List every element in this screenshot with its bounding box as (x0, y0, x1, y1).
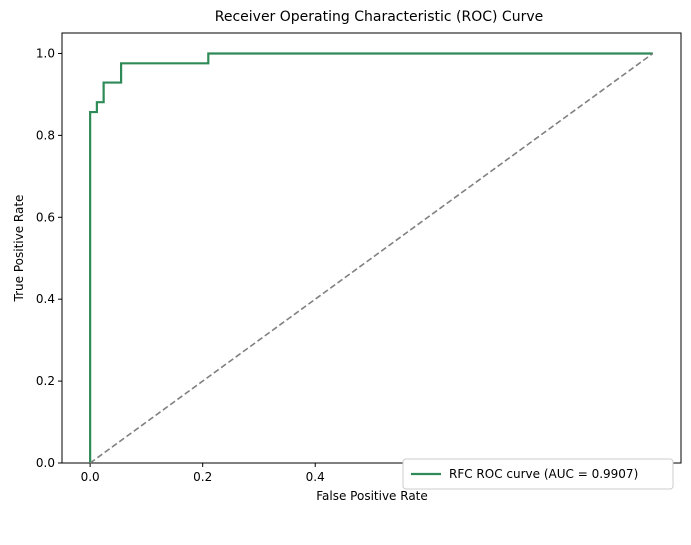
roc-curve-line (89, 52, 653, 463)
y-axis-label: True Positive Rate (12, 195, 26, 303)
x-tick-label: 0.4 (306, 470, 325, 484)
legend-box (402, 458, 674, 490)
chart-title: Receiver Operating Characteristic (ROC) … (215, 9, 544, 25)
x-axis-label: False Positive Rate (316, 489, 428, 503)
y-tick-label: 1.0 (36, 46, 55, 60)
x-tick-label: 0.0 (81, 470, 100, 484)
y-tick-label: 0.4 (36, 292, 55, 306)
legend-label-rfc: RFC ROC curve (AUC = 0.9907) (449, 467, 638, 481)
y-tick-label: 0.6 (36, 210, 55, 224)
legend: RFC ROC curve (AUC = 0.9907) (402, 458, 674, 490)
y-tick-label: 0.8 (36, 128, 55, 142)
plot-area-frame (61, 32, 682, 464)
y-tick-label: 0.2 (36, 374, 55, 388)
y-axis-ticks: 0.0 0.2 0.4 0.6 0.8 1.0 (36, 46, 62, 470)
series-layer (89, 52, 654, 464)
chance-diagonal-line (89, 52, 654, 464)
y-tick-label: 0.0 (36, 456, 55, 470)
x-tick-label: 0.2 (193, 470, 212, 484)
